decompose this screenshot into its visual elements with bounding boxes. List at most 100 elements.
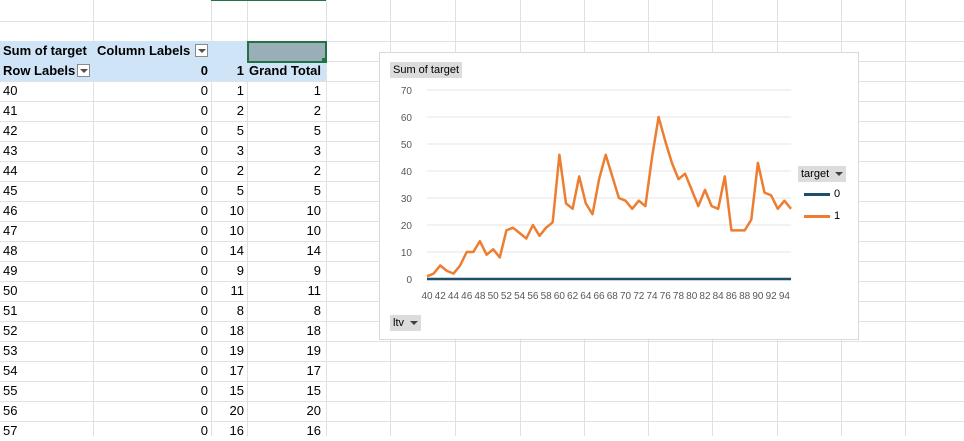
pivot-cell-col-1[interactable]: 1 bbox=[236, 83, 244, 98]
pivot-chart[interactable]: Sum of target 0 10 20 30 40 50 60 70 40 42 44 46 48 5… bbox=[379, 52, 859, 340]
x-tick-label: 46 bbox=[461, 291, 473, 302]
pivot-cell-grand-total[interactable]: 10 bbox=[306, 223, 321, 238]
pivot-cell-col-0[interactable]: 0 bbox=[200, 123, 208, 138]
pivot-row-label[interactable]: 48 bbox=[3, 243, 18, 258]
x-tick-label: 64 bbox=[580, 291, 592, 302]
pivot-cell-grand-total[interactable]: 17 bbox=[306, 363, 321, 378]
pivot-cell-col-0[interactable]: 0 bbox=[200, 243, 208, 258]
pivot-cell-col-0[interactable]: 0 bbox=[200, 303, 208, 318]
pivot-cell-col-0[interactable]: 0 bbox=[200, 283, 208, 298]
pivot-cell-col-1[interactable]: 8 bbox=[236, 303, 244, 318]
pivot-row-label[interactable]: 54 bbox=[3, 363, 18, 378]
pivot-cell-col-1[interactable]: 16 bbox=[229, 423, 244, 438]
pivot-row-label[interactable]: 53 bbox=[3, 343, 18, 358]
pivot-cell-grand-total[interactable]: 18 bbox=[306, 323, 321, 338]
axis-field-button[interactable]: ltv bbox=[390, 315, 421, 331]
x-tick-label: 40 bbox=[421, 291, 433, 302]
pivot-row-label[interactable]: 51 bbox=[3, 303, 18, 318]
x-tick-label: 88 bbox=[739, 291, 751, 302]
x-tick-label: 66 bbox=[594, 291, 606, 302]
selected-cell[interactable] bbox=[247, 41, 327, 63]
pivot-cell-col-1[interactable]: 19 bbox=[229, 343, 244, 358]
pivot-cell-col-0[interactable]: 0 bbox=[200, 143, 208, 158]
pivot-cell-col-0[interactable]: 0 bbox=[200, 383, 208, 398]
x-tick-label: 78 bbox=[673, 291, 685, 302]
pivot-cell-col-1[interactable]: 2 bbox=[236, 163, 244, 178]
pivot-cell-col-1[interactable]: 17 bbox=[229, 363, 244, 378]
legend-entry-0[interactable]: 0 bbox=[804, 187, 840, 201]
pivot-cell-grand-total[interactable]: 5 bbox=[313, 183, 321, 198]
x-tick-label: 58 bbox=[541, 291, 553, 302]
pivot-row-label[interactable]: 46 bbox=[3, 203, 18, 218]
pivot-cell-col-1[interactable]: 3 bbox=[236, 143, 244, 158]
pivot-cell-col-1[interactable]: 20 bbox=[229, 403, 244, 418]
pivot-cell-grand-total[interactable]: 2 bbox=[313, 103, 321, 118]
pivot-row-label[interactable]: 57 bbox=[3, 423, 18, 438]
pivot-cell-col-0[interactable]: 0 bbox=[200, 103, 208, 118]
pivot-cell-col-1[interactable]: 11 bbox=[230, 283, 245, 298]
pivot-cell-col-0[interactable]: 0 bbox=[200, 223, 208, 238]
pivot-cell-col-1[interactable]: 14 bbox=[229, 243, 244, 258]
pivot-row-label[interactable]: 45 bbox=[3, 183, 18, 198]
legend-label-0: 0 bbox=[834, 188, 841, 200]
pivot-cell-grand-total[interactable]: 9 bbox=[313, 263, 321, 278]
pivot-cell-col-1[interactable]: 5 bbox=[236, 183, 244, 198]
pivot-cell-grand-total[interactable]: 11 bbox=[307, 283, 322, 298]
pivot-cell-col-0[interactable]: 0 bbox=[200, 363, 208, 378]
pivot-cell-col-1[interactable]: 5 bbox=[236, 123, 244, 138]
pivot-cell-grand-total[interactable]: 1 bbox=[313, 83, 321, 98]
pivot-cell-grand-total[interactable]: 15 bbox=[306, 383, 321, 398]
legend-entry-1[interactable]: 1 bbox=[804, 209, 840, 223]
pivot-cell-grand-total[interactable]: 14 bbox=[306, 243, 321, 258]
legend-field-button[interactable]: target bbox=[798, 166, 847, 182]
pivot-row-labels: Row Labels bbox=[3, 63, 76, 78]
pivot-cell-grand-total[interactable]: 10 bbox=[306, 203, 321, 218]
value-field-button[interactable]: Sum of target bbox=[390, 62, 463, 78]
x-tick-label: 84 bbox=[713, 291, 725, 302]
x-tick-label: 56 bbox=[527, 291, 539, 302]
y-tick-label: 60 bbox=[401, 113, 413, 124]
pivot-row-label[interactable]: 50 bbox=[3, 283, 18, 298]
x-tick-label: 50 bbox=[488, 291, 500, 302]
pivot-cell-grand-total[interactable]: 2 bbox=[313, 163, 321, 178]
pivot-cell-col-0[interactable]: 0 bbox=[200, 203, 208, 218]
pivot-cell-col-0[interactable]: 0 bbox=[200, 423, 208, 438]
pivot-row-label[interactable]: 52 bbox=[3, 323, 18, 338]
pivot-cell-col-0[interactable]: 0 bbox=[200, 403, 208, 418]
x-tick-label: 70 bbox=[620, 291, 632, 302]
pivot-cell-col-1[interactable]: 2 bbox=[236, 103, 244, 118]
pivot-cell-grand-total[interactable]: 3 bbox=[313, 143, 321, 158]
column-labels-filter-button[interactable] bbox=[195, 44, 208, 57]
x-tick-label: 42 bbox=[435, 291, 447, 302]
pivot-row-label[interactable]: 47 bbox=[3, 223, 18, 238]
fill-handle[interactable] bbox=[322, 58, 327, 63]
pivot-cell-col-1[interactable]: 18 bbox=[229, 323, 244, 338]
chevron-down-icon bbox=[835, 172, 844, 177]
pivot-row-label[interactable]: 55 bbox=[3, 383, 18, 398]
pivot-row-label[interactable]: 43 bbox=[3, 143, 18, 158]
pivot-cell-col-1[interactable]: 9 bbox=[236, 263, 244, 278]
pivot-row-label[interactable]: 49 bbox=[3, 263, 18, 278]
pivot-cell-grand-total[interactable]: 19 bbox=[306, 343, 321, 358]
row-labels-filter-button[interactable] bbox=[77, 64, 90, 77]
pivot-row-label[interactable]: 40 bbox=[3, 83, 18, 98]
pivot-cell-col-0[interactable]: 0 bbox=[200, 183, 208, 198]
pivot-cell-col-0[interactable]: 0 bbox=[200, 83, 208, 98]
pivot-cell-grand-total[interactable]: 5 bbox=[313, 123, 321, 138]
pivot-cell-col-0[interactable]: 0 bbox=[200, 343, 208, 358]
pivot-cell-grand-total[interactable]: 8 bbox=[313, 303, 321, 318]
pivot-cell-grand-total[interactable]: 16 bbox=[306, 423, 321, 438]
pivot-cell-col-1[interactable]: 10 bbox=[229, 223, 244, 238]
pivot-cell-col-0[interactable]: 0 bbox=[200, 263, 208, 278]
pivot-cell-col-1[interactable]: 10 bbox=[229, 203, 244, 218]
pivot-cell-grand-total[interactable]: 20 bbox=[306, 403, 321, 418]
pivot-row-label[interactable]: 41 bbox=[3, 103, 18, 118]
x-tick-label: 72 bbox=[633, 291, 645, 302]
pivot-cell-col-1[interactable]: 15 bbox=[229, 383, 244, 398]
pivot-cell-col-0[interactable]: 0 bbox=[200, 163, 208, 178]
pivot-row-label[interactable]: 44 bbox=[3, 163, 18, 178]
pivot-row-label[interactable]: 56 bbox=[3, 403, 18, 418]
pivot-row-label[interactable]: 42 bbox=[3, 123, 18, 138]
pivot-cell-col-0[interactable]: 0 bbox=[200, 323, 208, 338]
y-tick-label: 70 bbox=[401, 86, 413, 97]
